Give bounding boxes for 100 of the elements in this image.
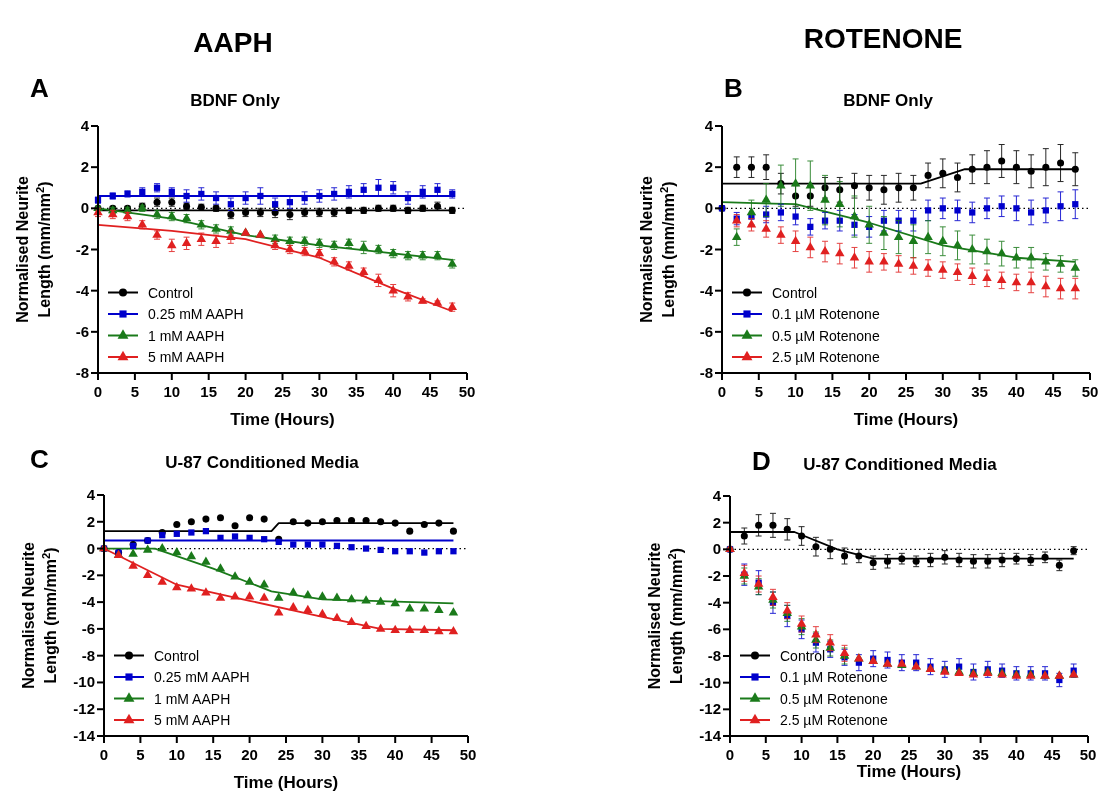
x-tick-label: 50 (458, 383, 476, 400)
x-tick-label: 40 (1008, 383, 1025, 400)
legend-label: Control (148, 284, 194, 301)
y-tick-label: -6 (707, 620, 721, 638)
legend-label: 5 mM AAPH (148, 349, 225, 365)
x-tick-label: 35 (347, 383, 365, 400)
y-tick-label: 2 (80, 158, 89, 176)
legend-label: 1 mM AAPH (154, 690, 231, 707)
x-tick-label: 0 (99, 746, 109, 763)
text: A (30, 73, 49, 103)
y-tick-label: -14 (73, 727, 96, 744)
y-tick-label: 2 (704, 158, 713, 176)
legend-label: 0.1 µM Rotenone (772, 306, 880, 322)
x-tick-label: 10 (793, 746, 810, 763)
x-tick-label: 45 (1043, 746, 1061, 763)
x-tick-label: 40 (384, 383, 402, 400)
x-tick-label: 15 (824, 383, 841, 400)
y-tick-label: -4 (707, 593, 722, 611)
legend-label: 2.5 µM Rotenone (780, 712, 888, 728)
legend-label: 0.5 µM Rotenone (780, 690, 888, 707)
y-tick-label: -4 (75, 281, 90, 299)
x-tick-label: 30 (314, 746, 331, 763)
y-tick-label: 0 (704, 199, 713, 217)
legend-label: 1 mM AAPH (148, 327, 225, 344)
y-tick-label: -4 (699, 281, 714, 299)
x-tick-label: 10 (163, 383, 181, 400)
y-tick-label: -2 (699, 240, 713, 258)
legend-label: 0.25 mM AAPH (148, 306, 244, 322)
y-tick-label: -4 (81, 593, 96, 611)
x-tick-label: 10 (787, 383, 804, 400)
x-tick-label: 20 (864, 746, 882, 763)
x-tick-label: 50 (1079, 746, 1097, 763)
y-tick-label: -8 (707, 647, 721, 664)
x-tick-label: 30 (934, 383, 952, 400)
x-tick-label: 20 (237, 383, 254, 400)
x-tick-label: 35 (971, 383, 988, 400)
x-axis-title: Time (Hours) (230, 410, 335, 429)
y-tick-label: -6 (81, 619, 95, 637)
x-tick-label: 5 (130, 383, 140, 400)
legend-label: 2.5 µM Rotenone (772, 349, 880, 365)
x-tick-label: 40 (1008, 746, 1025, 763)
x-tick-label: 10 (168, 746, 186, 763)
x-tick-label: 5 (761, 746, 770, 763)
y-tick-label: -2 (75, 240, 89, 258)
y-tick-label: 2 (712, 513, 721, 531)
y-tick-label: 4 (712, 487, 722, 504)
y-tick-label: -2 (707, 567, 721, 584)
legend-label: 0.5 µM Rotenone (772, 327, 880, 344)
legend-label: 5 mM AAPH (154, 712, 231, 728)
y-tick-label: -12 (699, 700, 721, 718)
legend-label: 0.25 mM AAPH (154, 669, 250, 685)
chart-title: BDNF Only (843, 91, 934, 110)
x-tick-label: 25 (897, 383, 915, 400)
x-tick-label: 35 (350, 746, 368, 763)
x-tick-label: 5 (136, 746, 145, 763)
y-tick-label: -8 (699, 364, 713, 381)
y-tick-label: -2 (81, 566, 95, 584)
x-tick-label: 45 (1044, 383, 1062, 400)
x-tick-label: 50 (1081, 383, 1099, 400)
chart-title: BDNF Only (190, 91, 281, 110)
x-tick-label: 30 (311, 383, 328, 400)
y-tick-label: 0 (712, 540, 721, 558)
y-tick-label: -14 (699, 727, 722, 744)
x-tick-label: 15 (200, 383, 218, 400)
y-tick-label: -12 (73, 700, 95, 718)
text: C (30, 444, 49, 474)
y-tick-label: -10 (699, 673, 721, 691)
x-tick-label: 45 (421, 383, 439, 400)
x-axis-title: Time (Hours) (233, 773, 339, 792)
chart-title: U-87 Conditioned Media (165, 453, 360, 472)
y-tick-label: 0 (86, 539, 95, 557)
y-tick-label: -10 (73, 673, 95, 691)
x-tick-label: 30 (936, 746, 954, 763)
legend-label: 0.1 µM Rotenone (780, 669, 888, 685)
y-tick-label: -6 (75, 322, 89, 340)
x-tick-label: 35 (972, 746, 989, 763)
y-tick-label: 2 (86, 512, 95, 530)
x-tick-label: 15 (204, 746, 222, 763)
y-tick-label: 4 (86, 486, 96, 503)
text: ROTENONE (803, 23, 963, 54)
x-tick-label: 25 (900, 746, 918, 763)
x-tick-label: 50 (459, 746, 477, 763)
x-axis-title: Time (Hours) (856, 762, 962, 781)
text: AAPH (193, 27, 273, 58)
x-tick-label: 20 (241, 746, 258, 763)
x-tick-label: 5 (754, 383, 763, 400)
x-tick-label: 25 (274, 383, 291, 400)
x-tick-label: 0 (725, 746, 735, 763)
y-tick-label: 4 (704, 117, 714, 134)
y-tick-label: -6 (699, 322, 713, 340)
x-tick-label: 40 (386, 746, 404, 763)
x-tick-label: 15 (829, 746, 846, 763)
x-tick-label: 45 (423, 746, 440, 763)
x-tick-label: 25 (277, 746, 295, 763)
text: B (724, 73, 743, 103)
x-axis-title: Time (Hours) (853, 410, 959, 429)
legend-label: Control (772, 284, 818, 301)
y-tick-label: -8 (75, 364, 89, 381)
y-tick-label: 4 (80, 117, 90, 134)
legend-label: Control (154, 647, 200, 664)
